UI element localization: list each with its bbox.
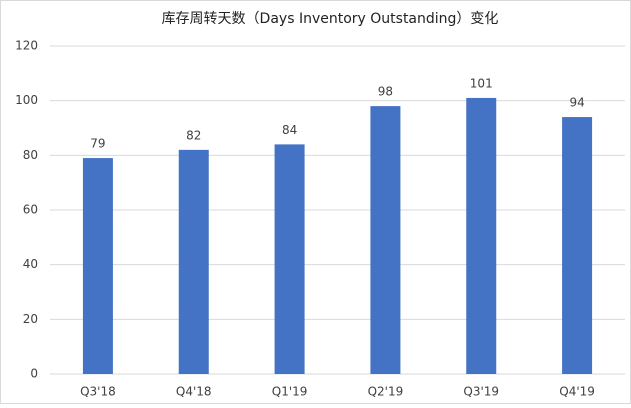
bar — [370, 106, 401, 374]
y-tick-label: 60 — [23, 203, 38, 217]
x-tick-label: Q3'19 — [463, 385, 499, 399]
bar — [178, 149, 209, 374]
y-tick-label: 0 — [30, 367, 38, 381]
data-label: 98 — [378, 85, 393, 99]
y-tick-label: 100 — [15, 93, 38, 107]
data-label: 101 — [470, 76, 493, 90]
y-tick-label: 80 — [23, 148, 38, 162]
y-tick-label: 20 — [23, 312, 38, 326]
x-tick-label: Q4'19 — [559, 385, 595, 399]
data-label: 82 — [186, 128, 201, 142]
bar — [274, 144, 305, 374]
data-label: 79 — [90, 137, 105, 151]
y-tick-label: 120 — [15, 39, 38, 53]
chart-title: 库存周转天数（Days Inventory Outstanding）变化 — [162, 11, 499, 27]
x-tick-label: Q1'19 — [272, 385, 308, 399]
x-tick-label: Q3'18 — [80, 385, 116, 399]
x-tick-label: Q2'19 — [368, 385, 404, 399]
bar — [82, 158, 113, 374]
data-label: 94 — [569, 96, 584, 110]
y-tick-label: 40 — [23, 257, 38, 271]
bar — [562, 117, 593, 375]
data-label: 84 — [282, 123, 297, 137]
bar — [466, 97, 497, 374]
x-tick-label: Q4'18 — [176, 385, 212, 399]
